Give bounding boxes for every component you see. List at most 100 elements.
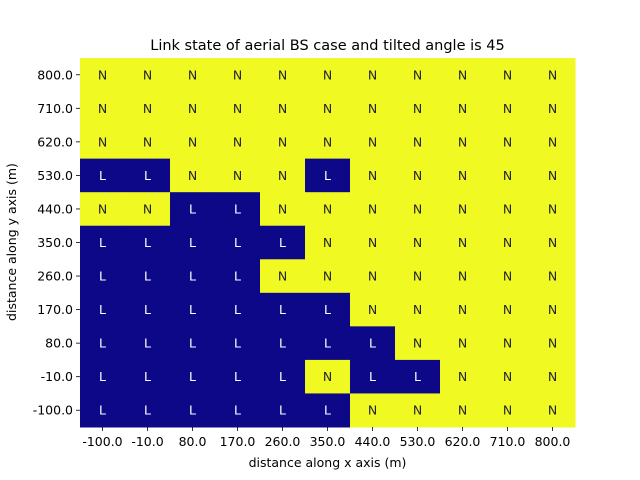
heatmap-cell [530, 292, 576, 327]
cell-label: L [99, 269, 106, 284]
heatmap-cell [260, 292, 306, 327]
heatmap-cell [530, 259, 576, 294]
heatmap-cell [125, 225, 171, 260]
heatmap-cell [305, 158, 351, 193]
heatmap-cell [395, 359, 441, 394]
heatmap-cell [350, 225, 396, 260]
cell-label: N [143, 101, 152, 116]
cell-label: N [503, 369, 512, 384]
heatmap-cell [305, 359, 351, 394]
heatmap-cell [80, 359, 126, 394]
cell-label: N [278, 269, 287, 284]
cell-label: L [189, 336, 196, 351]
cell-label: N [503, 101, 512, 116]
heatmap-cell [215, 326, 261, 361]
y-tick-label: 440.0 [37, 201, 73, 216]
x-tick-label: 80.0 [179, 434, 207, 449]
cell-label: L [189, 302, 196, 317]
heatmap-cell [80, 158, 126, 193]
cell-label: L [324, 302, 331, 317]
heatmap-cell [305, 259, 351, 294]
cell-label: L [144, 302, 151, 317]
cell-label: N [368, 235, 377, 250]
heatmap-cell [485, 158, 531, 193]
heatmap-cell [170, 259, 216, 294]
cell-label: N [413, 134, 422, 149]
cell-label: N [548, 235, 557, 250]
heatmap-cell [125, 192, 171, 227]
cell-label: L [189, 235, 196, 250]
cell-label: L [279, 403, 286, 418]
heatmap-cell [530, 192, 576, 227]
heatmap-cell [350, 192, 396, 227]
heatmap-cell [350, 58, 396, 93]
heatmap-cell [395, 225, 441, 260]
cell-label: L [234, 369, 241, 384]
cell-label: N [548, 269, 557, 284]
cell-label: N [503, 302, 512, 317]
heatmap-cell [530, 359, 576, 394]
heatmap-cell [215, 393, 261, 428]
heatmap-cell [215, 58, 261, 93]
heatmap-cell [440, 225, 486, 260]
cell-label: L [324, 336, 331, 351]
cell-label: N [143, 134, 152, 149]
heatmap-cell [485, 393, 531, 428]
cell-label: L [279, 302, 286, 317]
cell-label: L [189, 403, 196, 418]
heatmap-cell [305, 326, 351, 361]
heatmap-cell [305, 192, 351, 227]
heatmap-cell [215, 259, 261, 294]
cell-label: N [413, 235, 422, 250]
cell-label: N [548, 403, 557, 418]
cell-label: N [323, 269, 332, 284]
heatmap-cell [125, 326, 171, 361]
cell-label: N [368, 403, 377, 418]
x-tick-label: 710.0 [490, 434, 526, 449]
heatmap-cell [530, 326, 576, 361]
cell-label: L [189, 269, 196, 284]
cell-label: L [144, 369, 151, 384]
cell-label: N [143, 67, 152, 82]
heatmap-cell [260, 326, 306, 361]
cell-label: L [414, 369, 421, 384]
y-tick-label: 170.0 [37, 302, 73, 317]
cell-label: L [99, 302, 106, 317]
x-axis: -100.0 -10.0 80.0 170.0 260.0 350.0 440.0 530.0… [82, 427, 570, 449]
heatmap-cell [170, 58, 216, 93]
cell-label: N [548, 201, 557, 216]
cell-label: N [278, 134, 287, 149]
cell-label: N [323, 201, 332, 216]
heatmap-cell [215, 91, 261, 126]
heatmap-cell [530, 58, 576, 93]
heatmap-cell [485, 91, 531, 126]
heatmap-cell [125, 125, 171, 160]
heatmap-cell [305, 91, 351, 126]
heatmap-cell [530, 91, 576, 126]
heatmap-cell [170, 91, 216, 126]
cell-label: N [503, 403, 512, 418]
heatmap-cell [260, 225, 306, 260]
cell-label: N [503, 67, 512, 82]
cell-label: N [458, 134, 467, 149]
heatmap-cell [80, 125, 126, 160]
cell-label: L [144, 403, 151, 418]
heatmap-cell [485, 326, 531, 361]
cell-label: N [278, 168, 287, 183]
cell-label: L [99, 168, 106, 183]
heatmap-cell [80, 326, 126, 361]
heatmap-cell [350, 91, 396, 126]
cell-label: L [99, 235, 106, 250]
x-tick-label: -100.0 [82, 434, 122, 449]
cell-label: L [279, 336, 286, 351]
cell-label: N [548, 369, 557, 384]
x-tick-label: -10.0 [131, 434, 163, 449]
heatmap-cell [485, 359, 531, 394]
cell-label: N [458, 201, 467, 216]
cell-label: N [368, 134, 377, 149]
cell-label: N [458, 168, 467, 183]
heatmap-cell [260, 58, 306, 93]
cell-label: L [144, 336, 151, 351]
